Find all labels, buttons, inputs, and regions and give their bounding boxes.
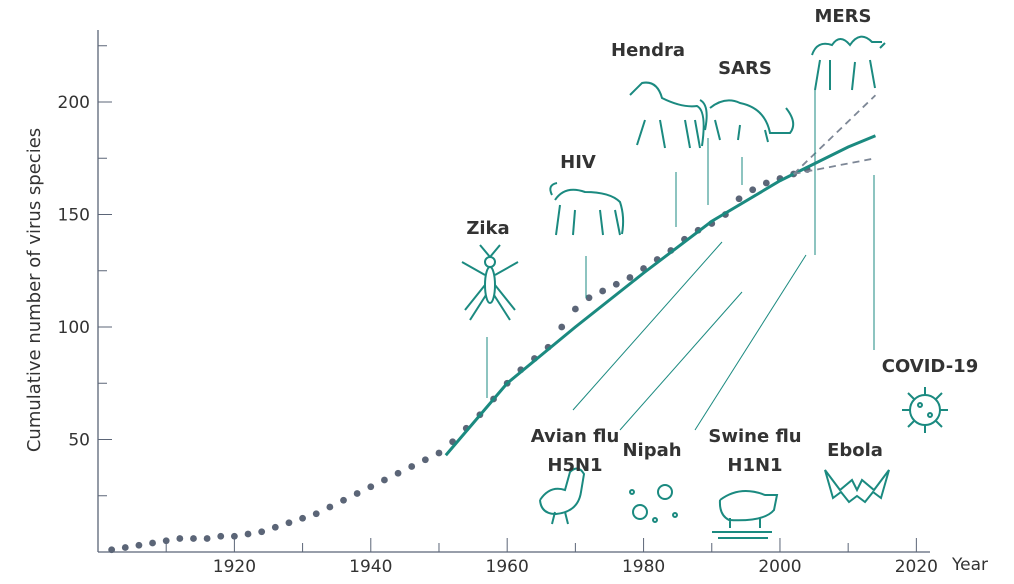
x-tick-label: 2020 bbox=[895, 557, 938, 577]
leader-line bbox=[695, 255, 806, 430]
data-point bbox=[381, 477, 388, 484]
annotation: HIV bbox=[560, 152, 596, 173]
data-point bbox=[340, 497, 347, 504]
annotation: Swine flu bbox=[708, 426, 801, 447]
data-point bbox=[149, 540, 156, 547]
leader-line bbox=[620, 292, 742, 430]
trend-line bbox=[446, 136, 876, 456]
chart: Cumulative number of virus species Year … bbox=[0, 0, 1014, 584]
data-point bbox=[408, 463, 415, 470]
data-point bbox=[558, 324, 565, 331]
leader-line bbox=[573, 242, 722, 410]
x-tick-label: 1960 bbox=[486, 557, 529, 577]
projection-line bbox=[794, 158, 876, 174]
data-point bbox=[613, 281, 620, 288]
data-point bbox=[763, 180, 770, 187]
x-tick-label: 1940 bbox=[349, 557, 392, 577]
data-point bbox=[286, 519, 293, 526]
data-point bbox=[258, 528, 265, 535]
data-point bbox=[217, 533, 224, 540]
data-point bbox=[272, 524, 279, 531]
data-point bbox=[163, 537, 170, 544]
annotation: Zika bbox=[466, 218, 509, 239]
data-point bbox=[395, 470, 402, 477]
data-point bbox=[599, 288, 606, 295]
annotation: SARS bbox=[718, 58, 772, 79]
x-tick-label: 2000 bbox=[758, 557, 801, 577]
annotation: MERS bbox=[814, 6, 871, 27]
annotation: COVID-19 bbox=[882, 356, 978, 377]
annotation: H1N1 bbox=[727, 455, 782, 476]
y-tick-label: 100 bbox=[58, 318, 90, 338]
x-tick-label: 1920 bbox=[213, 557, 256, 577]
data-point bbox=[190, 535, 197, 542]
x-tick-label: 1980 bbox=[622, 557, 665, 577]
y-tick-label: 50 bbox=[68, 431, 90, 451]
data-point bbox=[572, 306, 579, 313]
x-axis-label: Year bbox=[951, 555, 988, 575]
icons bbox=[462, 37, 948, 538]
data-point bbox=[436, 450, 443, 457]
data-point bbox=[231, 533, 238, 540]
data-point bbox=[422, 456, 429, 463]
data-point bbox=[299, 515, 306, 522]
data-point bbox=[122, 544, 129, 551]
data-point bbox=[176, 535, 183, 542]
data-point bbox=[136, 542, 143, 549]
data-point bbox=[313, 510, 320, 517]
annotation: Avian flu bbox=[531, 426, 620, 447]
annotation: Hendra bbox=[611, 40, 685, 61]
data-point bbox=[326, 504, 333, 511]
data-point bbox=[108, 546, 115, 553]
annotation: Ebola bbox=[827, 440, 883, 461]
data-point bbox=[354, 490, 361, 497]
data-point bbox=[367, 483, 374, 490]
data-point bbox=[245, 531, 252, 538]
data-point bbox=[204, 535, 211, 542]
data-point bbox=[627, 274, 634, 281]
data-point bbox=[749, 186, 756, 193]
data-point bbox=[736, 195, 743, 202]
data-point bbox=[586, 294, 593, 301]
annotation: H5N1 bbox=[547, 455, 602, 476]
annotation: Nipah bbox=[622, 440, 681, 461]
y-axis-label: Cumulative number of virus species bbox=[24, 128, 45, 452]
y-tick-label: 150 bbox=[58, 206, 90, 226]
y-tick-label: 200 bbox=[58, 93, 90, 113]
projection-line bbox=[794, 95, 876, 174]
